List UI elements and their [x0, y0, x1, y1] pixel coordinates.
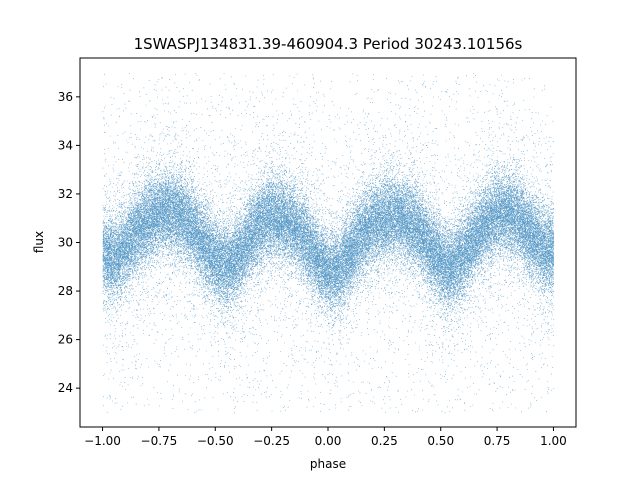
y-tick-label: 36 — [58, 90, 73, 104]
chart-title: 1SWASPJ134831.39-460904.3 Period 30243.1… — [134, 35, 523, 53]
y-axis: 24 26 28 30 32 34 36 — [58, 90, 80, 395]
y-tick-label: 24 — [58, 381, 73, 395]
x-tick-label: 1.00 — [540, 434, 567, 448]
x-tick-label: −0.50 — [197, 434, 234, 448]
y-tick-label: 30 — [58, 236, 73, 250]
x-axis: −1.00 −0.75 −0.50 −0.25 0.00 0.25 0.50 0.75 1.00 — [84, 427, 567, 448]
x-tick-label: 0.25 — [371, 434, 398, 448]
x-tick-label: −0.75 — [141, 434, 178, 448]
x-tick-label: 0.00 — [315, 434, 342, 448]
x-axis-label: phase — [310, 457, 346, 471]
y-tick-label: 32 — [58, 187, 73, 201]
y-tick-label: 34 — [58, 138, 73, 152]
x-tick-label: −1.00 — [84, 434, 121, 448]
x-tick-label: −0.25 — [253, 434, 290, 448]
y-tick-label: 28 — [58, 284, 73, 298]
x-tick-label: 0.75 — [484, 434, 511, 448]
y-axis-label: flux — [32, 231, 46, 253]
y-tick-label: 26 — [58, 333, 73, 347]
x-tick-label: 0.50 — [427, 434, 454, 448]
